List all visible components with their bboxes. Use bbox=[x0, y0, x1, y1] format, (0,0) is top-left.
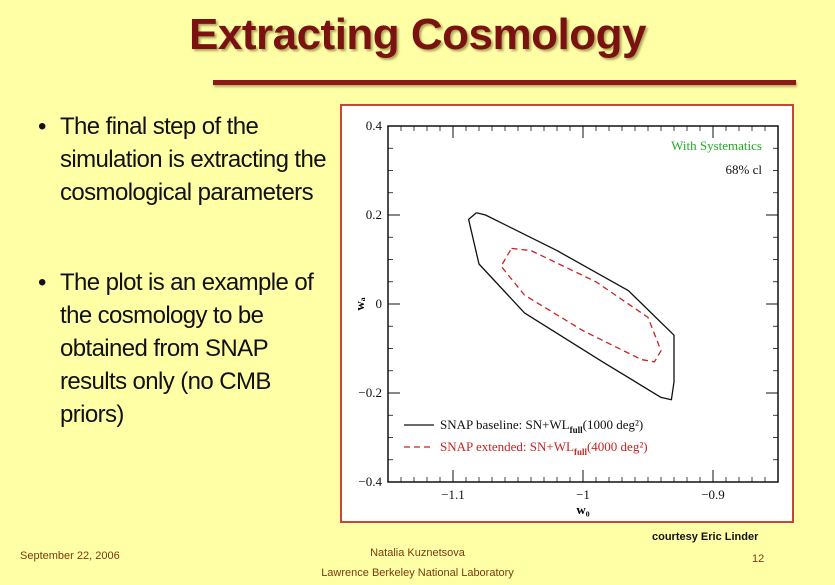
footer-lab: Lawrence Berkeley National Laboratory bbox=[321, 567, 514, 579]
y-tick-label: −0.4 bbox=[358, 474, 382, 489]
bullet-item-2: • The plot is an example of the cosmolog… bbox=[38, 266, 338, 431]
bullet-list: • The final step of the simulation is ex… bbox=[38, 110, 338, 431]
y-tick-label: 0.2 bbox=[366, 207, 382, 222]
legend-baseline-name: SNAP baseline: SN+WL bbox=[440, 417, 570, 432]
contour-chart: −1.1 −1 −0.9 0.4 0.2 0 −0.2 −0.4 With Systemati… bbox=[352, 118, 779, 517]
bullet-text-2: The plot is an example of the cosmology … bbox=[60, 269, 314, 428]
x-axis-label: w₀ bbox=[576, 502, 589, 517]
legend-label-extended: SNAP extended: SN+WLfull(4000 deg²) bbox=[440, 439, 648, 457]
y-tick-label: −0.2 bbox=[358, 385, 382, 400]
legend-extended-sub: full bbox=[574, 447, 588, 457]
y-tick-label: 0 bbox=[376, 296, 383, 311]
title-underline bbox=[213, 80, 796, 85]
contour-baseline bbox=[467, 212, 675, 401]
bullet-symbol: • bbox=[38, 113, 46, 140]
contour-extended bbox=[500, 247, 662, 363]
bullet-text-1: The final step of the simulation is extr… bbox=[60, 113, 327, 206]
legend-baseline-suffix: (1000 deg²) bbox=[583, 417, 644, 432]
x-tick-label: −1.1 bbox=[441, 487, 465, 502]
legend-label-baseline: SNAP baseline: SN+WLfull(1000 deg²) bbox=[440, 417, 643, 435]
x-tick-label: −0.9 bbox=[701, 487, 725, 502]
legend: SNAP baseline: SN+WLfull(1000 deg²) SNAP… bbox=[404, 417, 648, 457]
x-tick-label: −1 bbox=[576, 487, 590, 502]
image-credit: courtesy Eric Linder bbox=[652, 531, 759, 543]
y-axis-label: wₐ bbox=[352, 297, 367, 310]
legend-baseline-sub: full bbox=[570, 425, 584, 435]
slide-title: Extracting Cosmology bbox=[189, 10, 646, 59]
footer-date: September 22, 2006 bbox=[20, 550, 120, 562]
bullet-item-1: • The final step of the simulation is ex… bbox=[38, 110, 338, 209]
legend-extended-name: SNAP extended: SN+WL bbox=[440, 439, 574, 454]
bullet-symbol: • bbox=[38, 269, 46, 296]
plot-frame: −1.1 −1 −0.9 0.4 0.2 0 −0.2 −0.4 With Systemati… bbox=[340, 104, 794, 523]
footer-author: Natalia Kuznetsova bbox=[370, 547, 465, 559]
annotation-cl: 68% cl bbox=[726, 162, 763, 177]
legend-extended-suffix: (4000 deg²) bbox=[587, 439, 648, 454]
page-number: 12 bbox=[752, 553, 765, 565]
y-tick-label: 0.4 bbox=[366, 118, 383, 133]
annotation-systematics: With Systematics bbox=[671, 138, 762, 153]
